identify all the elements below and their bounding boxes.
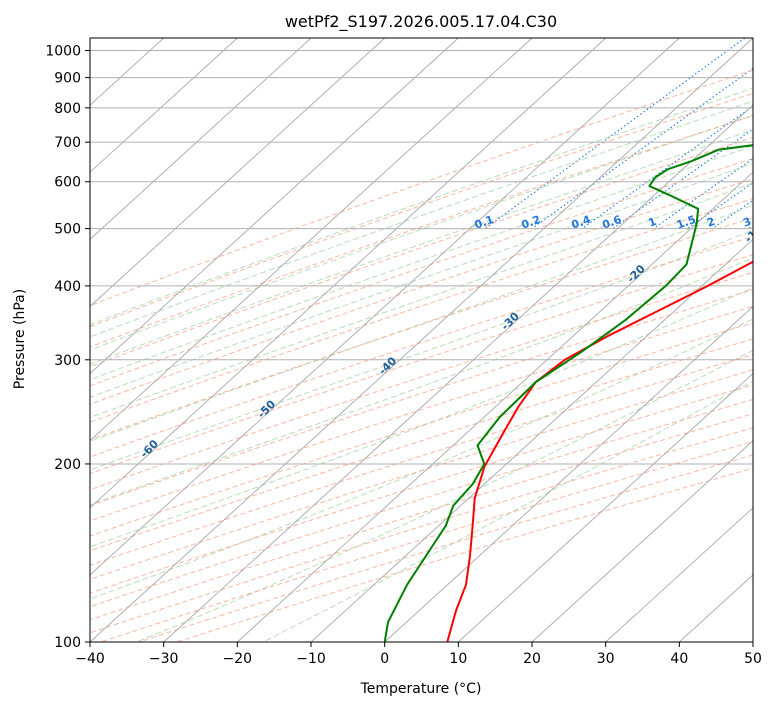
isotherm-line bbox=[90, 38, 680, 576]
mixing-ratio-lines bbox=[484, 38, 753, 230]
mixing-ratio-line bbox=[581, 105, 753, 230]
moist-adiabat-line bbox=[90, 182, 753, 419]
isotherm-label: -60 bbox=[138, 437, 161, 460]
dry-adiabat-line bbox=[90, 254, 753, 475]
dry-adiabat-line bbox=[90, 236, 753, 458]
x-tick-label: 50 bbox=[744, 651, 762, 667]
dry-adiabat-line bbox=[90, 427, 753, 634]
y-axis-label: Pressure (hPa) bbox=[12, 289, 28, 389]
mixing-ratio-line bbox=[653, 157, 753, 230]
y-tick-label: 200 bbox=[54, 457, 81, 473]
moist-adiabat-line bbox=[90, 318, 753, 600]
mixing-ratio-label: 3 bbox=[741, 215, 753, 230]
mixing-ratio-label: 0.4 bbox=[570, 213, 593, 232]
isotherm-label: -50 bbox=[255, 397, 278, 420]
isobars bbox=[90, 50, 753, 642]
isotherm-line bbox=[163, 104, 753, 642]
mixing-ratio-line bbox=[484, 38, 746, 230]
isotherm-label: -30 bbox=[499, 310, 522, 333]
isotherm-line bbox=[605, 507, 753, 642]
y-tick-label: 300 bbox=[54, 353, 81, 369]
isotherms bbox=[90, 38, 753, 642]
dry-adiabat-line bbox=[90, 369, 753, 580]
dry-adiabat-line bbox=[90, 271, 753, 491]
isotherm-label: -70 bbox=[24, 474, 47, 497]
dry-adiabat-line bbox=[90, 136, 753, 368]
moist-adiabat-line bbox=[90, 100, 753, 338]
isotherm-line bbox=[90, 38, 238, 173]
moist-adiabat-line bbox=[90, 287, 753, 548]
isotherm-line bbox=[90, 38, 607, 509]
moist-adiabat-line bbox=[90, 145, 753, 381]
x-tick-label: 20 bbox=[523, 651, 541, 667]
moist-adiabat-line bbox=[90, 114, 753, 351]
dry-adiabat-line bbox=[100, 440, 753, 642]
y-tick-label: 1000 bbox=[45, 44, 81, 60]
y-tick-label: 100 bbox=[54, 635, 81, 651]
chart-title: wetPf2_S197.2026.005.17.04.C30 bbox=[285, 12, 557, 32]
plot-frame bbox=[89, 37, 754, 643]
moist-adiabat-line bbox=[90, 257, 753, 505]
x-tick-label: 30 bbox=[597, 651, 615, 667]
x-axis-label: Temperature (°C) bbox=[360, 681, 482, 697]
mixing-ratio-label: 4 bbox=[768, 215, 775, 230]
dry-adiabat-line bbox=[138, 454, 753, 642]
moist-adiabat-line bbox=[262, 380, 753, 642]
isotherm-line bbox=[90, 38, 386, 308]
mixing-ratio-line bbox=[612, 128, 753, 230]
isotherm-line bbox=[90, 38, 459, 375]
dry-adiabat-line bbox=[90, 338, 753, 552]
isotherm-line bbox=[457, 372, 753, 642]
y-tick-label: 600 bbox=[54, 175, 81, 191]
moist-adiabat-line bbox=[90, 129, 753, 365]
isotherm-line bbox=[90, 38, 312, 240]
profile-lines bbox=[383, 144, 753, 642]
mixing-ratio-label: 0.6 bbox=[600, 213, 623, 232]
x-tick-label: 40 bbox=[670, 651, 688, 667]
dry-adiabat-line bbox=[90, 353, 753, 566]
mixing-ratio-label: 1.5 bbox=[675, 213, 698, 232]
y-tick-label: 800 bbox=[54, 101, 81, 117]
isotherm-line bbox=[310, 238, 753, 642]
moist-adiabat-line bbox=[90, 229, 753, 471]
x-axis-ticks: −40 −30 −20 −10 0 10 20 30 40 50 bbox=[75, 642, 762, 667]
isotherm-line bbox=[90, 38, 533, 442]
isotherm-line bbox=[236, 171, 753, 642]
dry-adiabat-line bbox=[176, 467, 753, 642]
y-tick-label: 700 bbox=[54, 135, 81, 151]
mixing-ratio-line bbox=[747, 224, 753, 230]
y-axis-ticks: 100 200 300 400 500 600 700 800 900 1000 bbox=[45, 44, 90, 651]
x-tick-label: 10 bbox=[449, 651, 467, 667]
profile-series-line bbox=[383, 144, 753, 642]
mixing-ratio-label: 1 bbox=[647, 215, 659, 230]
y-tick-label: 500 bbox=[54, 222, 81, 238]
mixing-ratio-label: 2 bbox=[705, 215, 717, 230]
isotherm-line bbox=[531, 440, 753, 642]
dry-adiabat-line bbox=[90, 178, 753, 405]
y-tick-label: 400 bbox=[54, 279, 81, 295]
x-tick-label: −30 bbox=[149, 651, 179, 667]
x-tick-label: −20 bbox=[223, 651, 253, 667]
isotherm-label: -20 bbox=[625, 262, 648, 285]
dry-adiabat-line bbox=[90, 413, 753, 621]
mixing-ratio-label: 0.2 bbox=[520, 213, 543, 232]
x-tick-label: 0 bbox=[380, 651, 389, 667]
isotherm-label: -10 bbox=[742, 222, 765, 245]
mixing-ratio-label: 0.1 bbox=[473, 213, 496, 232]
y-tick-label: 900 bbox=[54, 71, 81, 87]
isotherm-line bbox=[90, 38, 753, 642]
isotherm-line bbox=[384, 305, 753, 642]
dry-adiabat-line bbox=[90, 217, 753, 441]
profile-series-line bbox=[446, 260, 753, 642]
x-tick-label: −10 bbox=[296, 651, 326, 667]
plot-area: -100-90-80-70-60-50-40-30-20-10010203040… bbox=[24, 38, 775, 642]
x-tick-label: −40 bbox=[75, 651, 105, 667]
isotherm-line bbox=[752, 641, 753, 642]
moist-adiabat-line bbox=[136, 349, 753, 642]
